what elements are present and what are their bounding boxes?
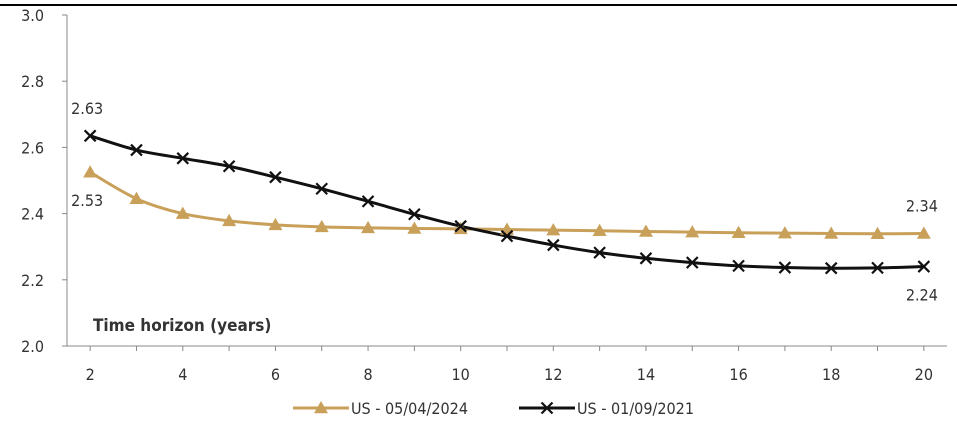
legend: US - 05/04/2024 US - 01/09/2021 bbox=[293, 399, 694, 418]
data-point-2 bbox=[83, 129, 97, 143]
data-point-2 bbox=[222, 159, 236, 173]
series-lines bbox=[89, 134, 924, 270]
y-tick-label: 2.8 bbox=[21, 72, 44, 91]
data-point-1 bbox=[777, 226, 792, 239]
y-tick-label: 2.0 bbox=[21, 337, 44, 356]
data-point-2 bbox=[130, 143, 143, 157]
data-point-2 bbox=[500, 229, 514, 243]
data-point-2 bbox=[778, 261, 792, 274]
data-labels: 2.63 2.53 2.34 2.24 bbox=[71, 99, 938, 305]
data-point-1 bbox=[222, 213, 237, 227]
data-point-1 bbox=[546, 223, 561, 236]
data-point-1 bbox=[83, 165, 98, 178]
data-point-2 bbox=[176, 152, 190, 165]
x-tick-label: 10 bbox=[452, 365, 470, 384]
data-point-1 bbox=[731, 225, 746, 239]
data-point-1 bbox=[361, 220, 376, 234]
data-point-1 bbox=[685, 225, 700, 238]
x-tick-label: 14 bbox=[637, 365, 655, 384]
x-tick-label: 8 bbox=[363, 365, 372, 384]
data-point-2 bbox=[593, 246, 606, 259]
data-point-1 bbox=[824, 226, 839, 239]
data-point-2 bbox=[454, 219, 467, 233]
data-point-2 bbox=[639, 252, 653, 265]
x-ticks: 2 4 6 8 10 12 14 16 18 20 bbox=[86, 346, 933, 384]
legend-marker-1 bbox=[314, 401, 328, 414]
data-label: 2.63 bbox=[71, 99, 103, 118]
data-point-1 bbox=[916, 226, 931, 239]
data-point-2 bbox=[269, 170, 282, 184]
data-label: 2.24 bbox=[906, 286, 938, 305]
data-label: 2.53 bbox=[71, 191, 103, 210]
data-label: 2.34 bbox=[906, 196, 938, 215]
y-tick-label: 2.2 bbox=[21, 271, 44, 290]
y-tick-label: 2.4 bbox=[21, 205, 44, 224]
data-point-2 bbox=[871, 261, 884, 275]
data-point-1 bbox=[407, 221, 422, 234]
legend-label: US - 05/04/2024 bbox=[351, 399, 468, 418]
x-tick-label: 6 bbox=[271, 365, 280, 384]
series-markers bbox=[83, 129, 931, 275]
data-point-1 bbox=[175, 206, 190, 219]
data-point-1 bbox=[129, 191, 144, 204]
series-line-2 bbox=[89, 134, 924, 270]
y-tick-label: 3.0 bbox=[21, 6, 44, 25]
y-tick-label: 2.6 bbox=[21, 138, 44, 157]
data-point-1 bbox=[268, 217, 283, 231]
data-point-1 bbox=[870, 226, 885, 240]
legend-item-1: US - 05/04/2024 bbox=[293, 399, 468, 418]
x-tick-label: 18 bbox=[822, 365, 840, 384]
data-point-2 bbox=[315, 182, 329, 196]
legend-marker-2 bbox=[540, 401, 554, 415]
legend-item-2: US - 01/09/2021 bbox=[519, 399, 694, 418]
data-point-1 bbox=[314, 219, 329, 233]
data-point-2 bbox=[408, 207, 421, 221]
data-point-2 bbox=[824, 261, 838, 275]
data-point-2 bbox=[685, 256, 699, 269]
axes bbox=[66, 15, 947, 347]
x-tick-label: 16 bbox=[729, 365, 747, 384]
data-point-2 bbox=[547, 238, 560, 252]
data-point-2 bbox=[361, 195, 375, 208]
data-point-1 bbox=[638, 224, 653, 237]
y-ticks: 2.0 2.2 2.4 2.6 2.8 3.0 bbox=[21, 6, 67, 356]
legend-label: US - 01/09/2021 bbox=[577, 399, 694, 418]
x-tick-label: 4 bbox=[178, 365, 187, 384]
x-axis-title: Time horizon (years) bbox=[93, 316, 271, 336]
x-tick-label: 2 bbox=[86, 365, 95, 384]
x-tick-label: 20 bbox=[915, 365, 933, 384]
x-tick-label: 12 bbox=[544, 365, 562, 384]
data-point-1 bbox=[592, 223, 607, 237]
data-point-2 bbox=[732, 259, 745, 273]
data-point-2 bbox=[917, 260, 931, 273]
